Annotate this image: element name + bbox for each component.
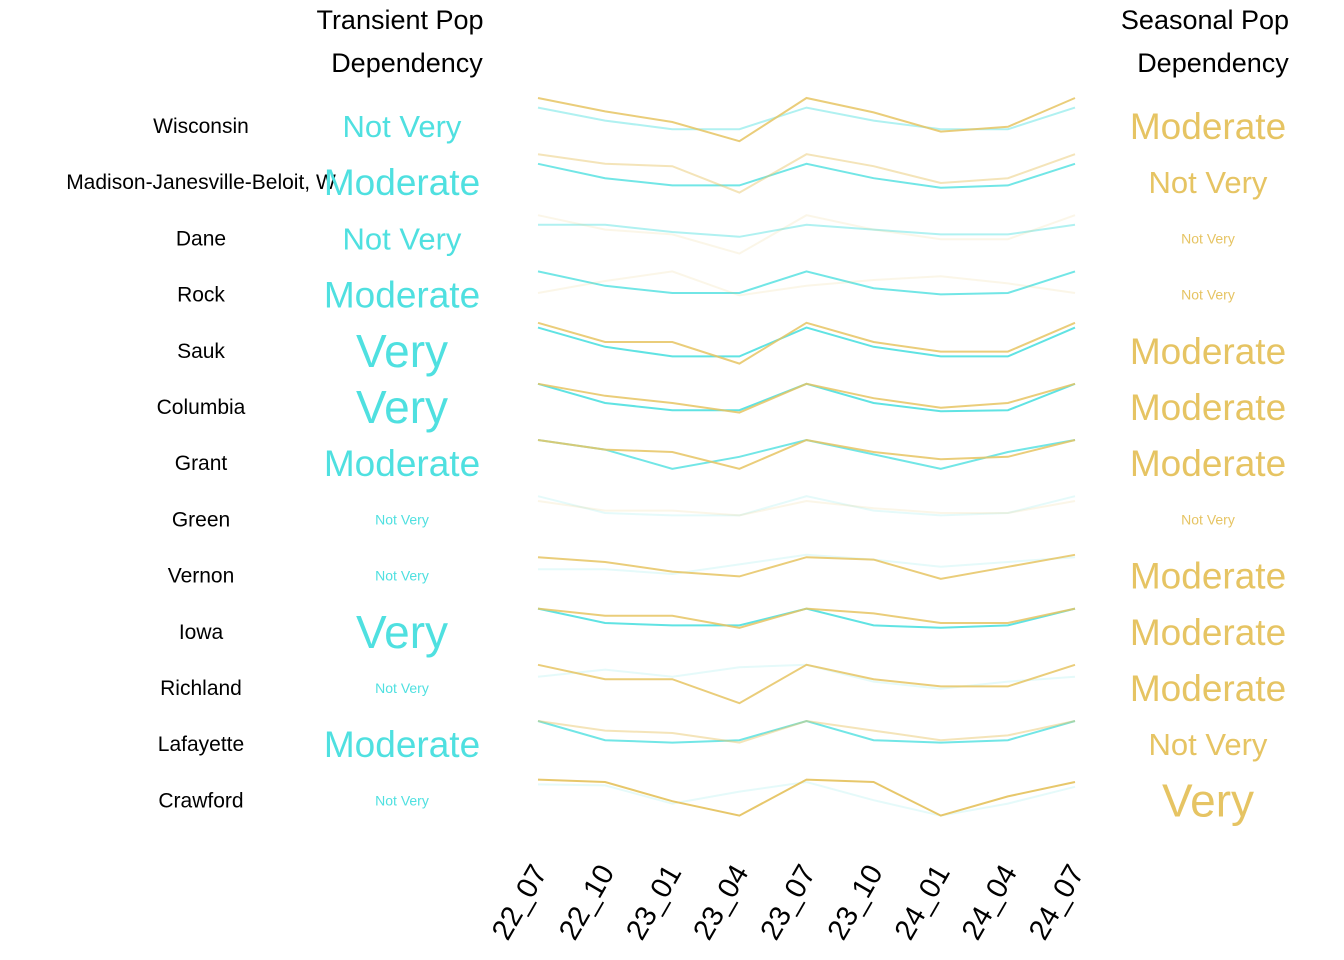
seasonal-level-label: Very xyxy=(1162,775,1254,827)
x-tick-label: 22_10 xyxy=(553,860,621,946)
transient-level-label: Moderate xyxy=(324,275,480,316)
x-tick-label: 24_04 xyxy=(956,860,1024,946)
seasonal-level-label: Moderate xyxy=(1130,668,1286,709)
transient-series-line xyxy=(537,719,1076,744)
seasonal-series-line xyxy=(537,438,1076,470)
transient-level-label: Not Very xyxy=(375,511,429,527)
seasonal-series-line xyxy=(537,499,1076,517)
row-crawford: Crawford Not Very Very xyxy=(158,775,1254,827)
transient-level-label: Not Very xyxy=(375,680,429,696)
row-grant: Grant Moderate Moderate xyxy=(175,438,1286,484)
transient-level-label: Very xyxy=(356,381,448,433)
x-tick-label: 23_10 xyxy=(822,860,890,946)
x-tick-label: 24_07 xyxy=(1023,860,1091,946)
seasonal-level-label: Not Very xyxy=(1149,165,1268,200)
seasonal-series-line xyxy=(537,607,1076,629)
county-name: Columbia xyxy=(157,396,246,419)
x-tick-label: 23_04 xyxy=(687,860,755,946)
transient-series-line xyxy=(537,495,1076,517)
row-dane: Dane Not Very Not Very xyxy=(176,214,1235,256)
transient-level-label: Not Very xyxy=(375,792,429,808)
x-axis-ticks: 22_07 22_10 23_01 23_04 23_07 23_10 24_01 24_04… xyxy=(486,860,1091,946)
transient-series-line xyxy=(537,438,1076,470)
seasonal-level-label: Moderate xyxy=(1130,387,1286,428)
x-tick-label: 22_07 xyxy=(486,860,554,946)
row-green: Green Not Very Not Very xyxy=(172,495,1235,531)
seasonal-header-line2: Dependency xyxy=(1137,48,1289,78)
transient-level-label: Very xyxy=(356,606,448,658)
seasonal-level-label: Moderate xyxy=(1130,556,1286,597)
county-name: Grant xyxy=(175,452,228,475)
transient-series-line xyxy=(537,780,1076,817)
seasonal-series-line xyxy=(537,719,1076,744)
transient-header-line1: Transient Pop xyxy=(316,5,483,35)
transient-header-line2: Dependency xyxy=(331,48,483,78)
county-name: Dane xyxy=(176,227,226,250)
seasonal-level-label: Moderate xyxy=(1130,443,1286,484)
transient-series-line xyxy=(537,663,1076,690)
transient-level-label: Not Very xyxy=(343,109,462,144)
county-name: Wisconsin xyxy=(153,115,249,138)
transient-level-label: Very xyxy=(356,325,448,377)
row-sauk: Sauk Very Moderate xyxy=(177,321,1286,377)
transient-series-line xyxy=(537,326,1076,358)
seasonal-series-line xyxy=(537,153,1076,194)
transient-series-line xyxy=(537,106,1076,131)
seasonal-series-line xyxy=(537,96,1076,143)
row-lafayette: Lafayette Moderate Not Very xyxy=(158,719,1268,765)
seasonal-series-line xyxy=(537,270,1076,297)
seasonal-series-line xyxy=(537,214,1076,255)
county-name: Iowa xyxy=(179,621,224,644)
transient-level-label: Moderate xyxy=(324,162,480,203)
seasonal-series-line xyxy=(537,553,1076,580)
transient-level-label: Moderate xyxy=(324,724,480,765)
seasonal-level-label: Not Very xyxy=(1181,230,1235,246)
county-name: Lafayette xyxy=(158,733,244,756)
seasonal-level-label: Moderate xyxy=(1130,106,1286,147)
county-name: Madison-Janesville-Beloit, W xyxy=(66,171,336,194)
row-iowa: Iowa Very Moderate xyxy=(179,606,1286,658)
transient-level-label: Not Very xyxy=(343,221,462,256)
transient-series-line xyxy=(537,162,1076,189)
x-tick-label: 24_01 xyxy=(889,860,957,946)
x-tick-label: 23_07 xyxy=(755,860,823,946)
county-name: Rock xyxy=(177,284,225,307)
seasonal-level-label: Moderate xyxy=(1130,612,1286,653)
x-tick-label: 23_01 xyxy=(620,860,688,946)
row-rock: Rock Moderate Not Very xyxy=(177,270,1235,316)
county-name: Crawford xyxy=(158,789,243,812)
seasonal-level-label: Not Very xyxy=(1181,287,1235,303)
seasonal-level-label: Not Very xyxy=(1149,727,1268,762)
county-name: Vernon xyxy=(168,565,235,588)
transient-series-line xyxy=(538,223,1076,238)
seasonal-series-line xyxy=(537,663,1076,705)
county-name: Green xyxy=(172,508,230,531)
row-columbia: Columbia Very Moderate xyxy=(157,381,1287,433)
transient-series-line xyxy=(538,553,1076,576)
row-vernon: Vernon Not Very Moderate xyxy=(168,553,1286,597)
county-name: Richland xyxy=(160,677,242,700)
seasonal-series-line xyxy=(537,778,1076,817)
seasonal-level-label: Not Very xyxy=(1181,511,1235,527)
transient-level-label: Not Very xyxy=(375,568,429,584)
transient-series-line xyxy=(537,607,1076,629)
seasonal-header-line1: Seasonal Pop xyxy=(1121,5,1289,35)
county-name: Sauk xyxy=(177,340,225,363)
seasonal-series-line xyxy=(537,321,1076,365)
seasonal-level-label: Moderate xyxy=(1130,331,1286,372)
seasonal-series-line xyxy=(537,382,1076,414)
county-rows: Wisconsin Not Very ModerateMadison-Janesvi… xyxy=(66,96,1287,827)
transient-level-label: Moderate xyxy=(324,443,480,484)
row-wisconsin: Wisconsin Not Very Moderate xyxy=(153,96,1286,147)
column-headers: Transient Pop Dependency Seasonal Pop De… xyxy=(316,5,1289,78)
transient-series-line xyxy=(537,270,1076,296)
row-richland: Richland Not Very Moderate xyxy=(160,663,1286,709)
